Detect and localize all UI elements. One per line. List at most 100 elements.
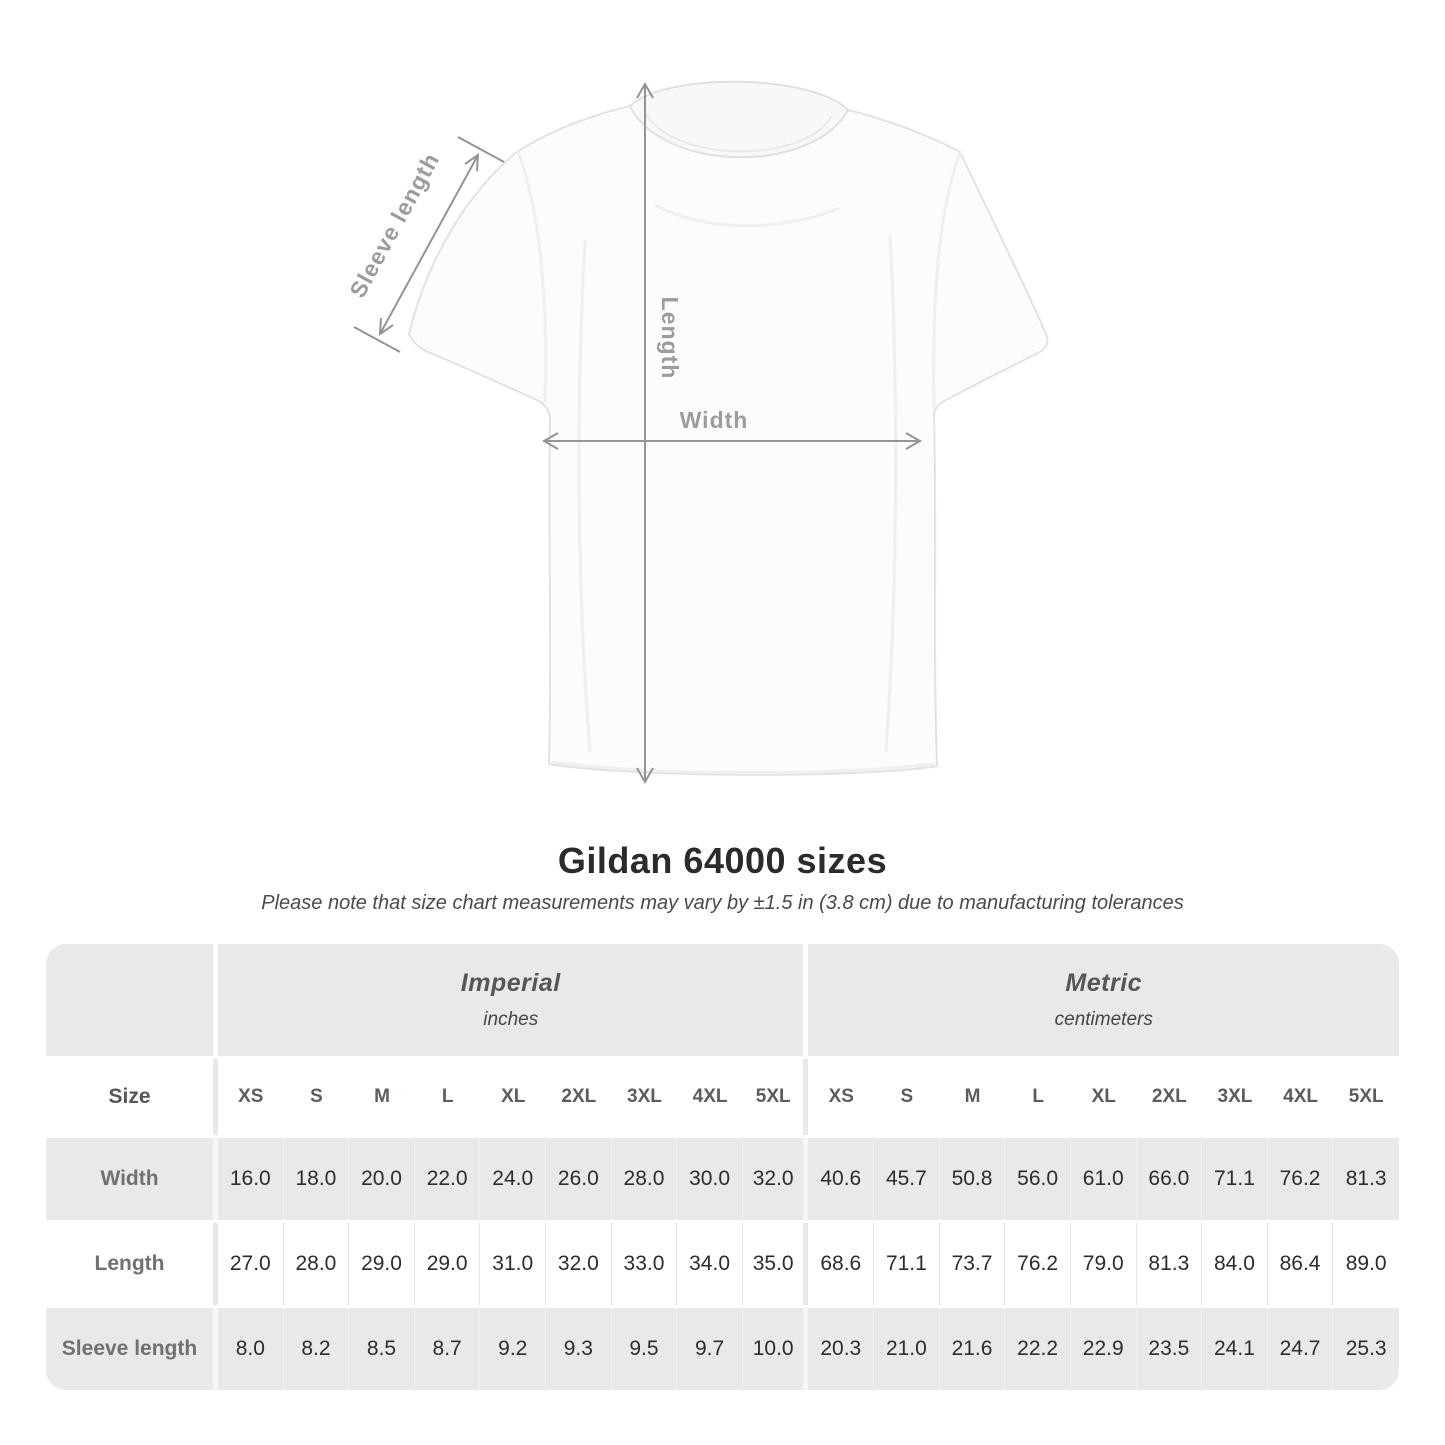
value-cell: 34.0 (677, 1223, 743, 1305)
size-header-metric: XS (808, 1059, 875, 1135)
size-header-imperial: XL (480, 1059, 547, 1135)
size-header-imperial: 5XL (742, 1059, 809, 1135)
value-cell: 9.7 (677, 1308, 743, 1390)
value-cell: 9.3 (546, 1308, 612, 1390)
sleeve-length-dimension-arrow (353, 136, 505, 353)
width-label: Width (680, 407, 749, 433)
size-header-imperial: M (349, 1059, 415, 1135)
size-header-imperial: 3XL (611, 1059, 678, 1135)
value-cell: 27.0 (218, 1223, 284, 1305)
value-cell: 45.7 (874, 1138, 940, 1220)
tshirt-wrinkles (516, 150, 962, 775)
value-cell: 23.5 (1136, 1308, 1203, 1390)
size-header-metric: 5XL (1333, 1059, 1399, 1135)
metric-unit: centimeters (1054, 1009, 1153, 1030)
size-header-imperial: S (283, 1059, 350, 1135)
value-cell: 21.0 (874, 1308, 940, 1390)
tshirt-measurement-diagram: Length Width Sleeve length (344, 80, 1049, 785)
value-cell: 40.6 (808, 1138, 875, 1220)
size-header-imperial: 4XL (677, 1059, 743, 1135)
size-header-metric: 4XL (1267, 1059, 1334, 1135)
value-cell: 24.0 (480, 1138, 547, 1220)
value-cell: 61.0 (1070, 1138, 1137, 1220)
value-cell: 79.0 (1070, 1223, 1137, 1305)
value-cell: 20.0 (349, 1138, 415, 1220)
table-corner-cell (46, 944, 218, 1056)
tshirt-diagram-svg: Length Width Sleeve length (344, 80, 1049, 785)
sleeve-length-row: Sleeve length 8.0 8.2 8.5 8.7 9.2 9.3 9.… (46, 1308, 1399, 1390)
value-cell: 71.1 (1202, 1138, 1268, 1220)
row-label-length: Length (46, 1223, 218, 1305)
size-header-imperial: XS (218, 1059, 284, 1135)
size-header-metric: XL (1070, 1059, 1137, 1135)
value-cell: 22.2 (1005, 1308, 1071, 1390)
width-dimension-arrow (541, 432, 923, 450)
value-cell: 86.4 (1267, 1223, 1334, 1305)
value-cell: 20.3 (808, 1308, 875, 1390)
value-cell: 76.2 (1005, 1223, 1071, 1305)
value-cell: 35.0 (742, 1223, 809, 1305)
value-cell: 71.1 (874, 1223, 940, 1305)
value-cell: 84.0 (1202, 1223, 1268, 1305)
value-cell: 8.5 (349, 1308, 415, 1390)
value-cell: 32.0 (546, 1223, 612, 1305)
unit-group-row: Imperial inches Metric centimeters (46, 944, 1399, 1056)
value-cell: 76.2 (1267, 1138, 1334, 1220)
size-header-metric: S (874, 1059, 940, 1135)
value-cell: 24.7 (1267, 1308, 1334, 1390)
metric-label: Metric (1065, 969, 1143, 997)
value-cell: 81.3 (1333, 1138, 1399, 1220)
value-cell: 25.3 (1333, 1308, 1399, 1390)
metric-group-header: Metric centimeters (808, 944, 1399, 1056)
value-cell: 81.3 (1136, 1223, 1203, 1305)
length-row: Length 27.0 28.0 29.0 29.0 31.0 32.0 33.… (46, 1223, 1399, 1305)
value-cell: 68.6 (808, 1223, 875, 1305)
value-cell: 32.0 (742, 1138, 809, 1220)
width-row: Width 16.0 18.0 20.0 22.0 24.0 26.0 28.0… (46, 1138, 1399, 1220)
value-cell: 8.0 (218, 1308, 284, 1390)
value-cell: 22.0 (414, 1138, 481, 1220)
value-cell: 66.0 (1136, 1138, 1203, 1220)
heading-section: Gildan 64000 sizes Please note that size… (0, 840, 1445, 915)
value-cell: 24.1 (1202, 1308, 1268, 1390)
value-cell: 50.8 (939, 1138, 1006, 1220)
value-cell: 29.0 (414, 1223, 481, 1305)
tshirt-collar (628, 80, 850, 159)
imperial-unit: inches (483, 1009, 539, 1030)
size-chart-table: Imperial inches Metric centimeters Size … (46, 941, 1399, 1393)
value-cell: 10.0 (742, 1308, 809, 1390)
size-header-metric: M (939, 1059, 1006, 1135)
size-header-row: Size XS S M L XL 2XL 3XL 4XL 5XL XS S M … (46, 1059, 1399, 1135)
value-cell: 89.0 (1333, 1223, 1399, 1305)
value-cell: 9.2 (480, 1308, 547, 1390)
value-cell: 28.0 (611, 1138, 678, 1220)
size-header-metric: 3XL (1202, 1059, 1268, 1135)
imperial-label: Imperial (460, 969, 561, 997)
size-header-metric: L (1005, 1059, 1071, 1135)
length-dimension-arrow (636, 81, 654, 785)
size-column-header: Size (46, 1059, 218, 1135)
value-cell: 8.2 (283, 1308, 350, 1390)
value-cell: 9.5 (611, 1308, 678, 1390)
value-cell: 33.0 (611, 1223, 678, 1305)
tolerance-note: Please note that size chart measurements… (261, 892, 1184, 914)
length-label: Length (657, 297, 683, 380)
value-cell: 26.0 (546, 1138, 612, 1220)
value-cell: 18.0 (283, 1138, 350, 1220)
tshirt-collar-seam (645, 113, 833, 153)
row-label-sleeve-length: Sleeve length (46, 1308, 218, 1390)
imperial-group-header: Imperial inches (218, 944, 809, 1056)
value-cell: 21.6 (939, 1308, 1006, 1390)
value-cell: 29.0 (349, 1223, 415, 1305)
size-header-imperial: L (414, 1059, 481, 1135)
row-label-width: Width (46, 1138, 218, 1220)
value-cell: 8.7 (414, 1308, 481, 1390)
value-cell: 31.0 (480, 1223, 547, 1305)
value-cell: 73.7 (939, 1223, 1006, 1305)
size-header-metric: 2XL (1136, 1059, 1203, 1135)
size-header-imperial: 2XL (546, 1059, 612, 1135)
value-cell: 22.9 (1070, 1308, 1137, 1390)
value-cell: 28.0 (283, 1223, 350, 1305)
value-cell: 16.0 (218, 1138, 284, 1220)
value-cell: 56.0 (1005, 1138, 1071, 1220)
